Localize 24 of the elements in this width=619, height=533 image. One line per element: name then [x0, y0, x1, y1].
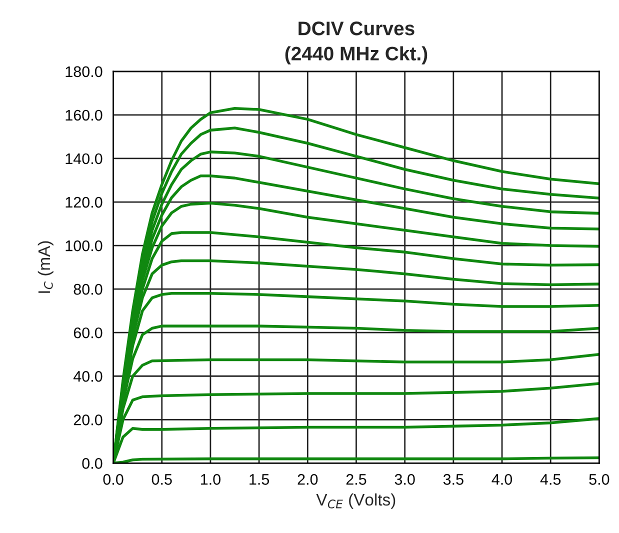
y-tick-label: 20.0 — [74, 414, 102, 426]
x-tick-label: 4.0 — [492, 474, 512, 485]
y-tick-label: 180.0 — [66, 66, 102, 78]
y-tick-label: 80.0 — [74, 284, 102, 295]
x-tick-label: 0.5 — [152, 474, 172, 485]
y-axis-title: I$_{C}$ (mA) — [38, 241, 54, 293]
y-tick-label: 120.0 — [66, 196, 102, 208]
x-tick-label: 3.0 — [394, 474, 415, 485]
x-tick-label: 0.0 — [103, 474, 124, 485]
x-tick-label: 4.5 — [540, 474, 561, 485]
x-tick-label: 5.0 — [589, 474, 610, 485]
chart-title: DCIV Curves (2440 MHz Ckt.) — [285, 22, 428, 64]
x-tick-label: 1.0 — [201, 474, 220, 485]
y-tick-label: 100.0 — [66, 240, 102, 252]
x-tick-label: 1.5 — [250, 474, 270, 485]
y-tick-label: 140.0 — [66, 153, 102, 164]
x-axis-title: V$_{CE}$ (Volts) — [316, 493, 396, 509]
x-tick-label: 2.5 — [346, 474, 366, 485]
y-tick-label: 60.0 — [74, 327, 102, 338]
y-tick-label: 40.0 — [73, 370, 102, 382]
y-tick-label: 160.0 — [66, 110, 102, 121]
y-tick-label: 0.0 — [82, 458, 102, 469]
x-tick-label: 3.5 — [443, 474, 464, 485]
x-tick-label: 2.0 — [298, 474, 318, 485]
